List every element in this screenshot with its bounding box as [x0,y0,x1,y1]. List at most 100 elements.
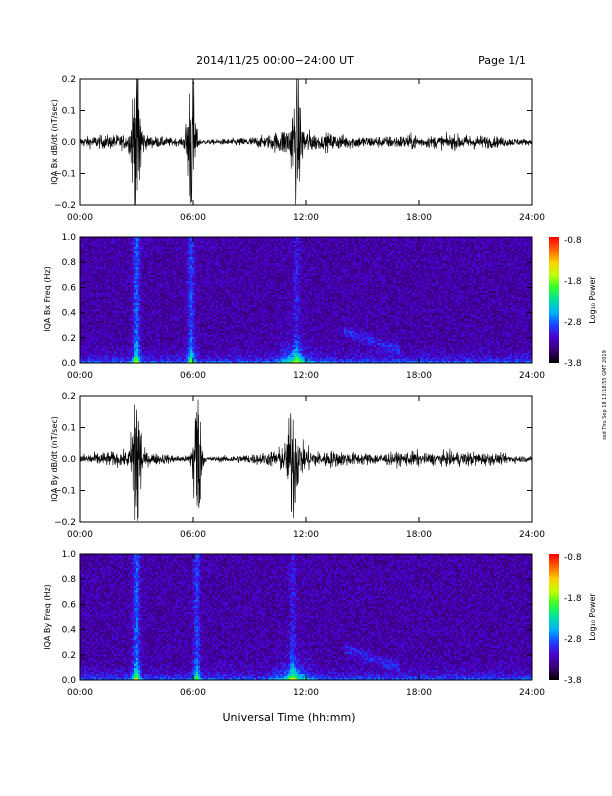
spectrogram-cell [104,309,106,311]
spectrogram-cell [168,307,170,309]
spectrogram-cell [188,335,190,337]
spectrogram-cell [166,251,168,253]
spectrogram-cell [108,357,110,359]
spectrogram-cell [184,329,186,331]
spectrogram-cell [86,357,88,359]
spectrogram-cell [194,329,196,331]
spectrogram-cell [156,347,158,349]
spectrogram-cell [116,331,118,333]
spectrogram-cell [94,353,96,355]
spectrogram-cell [188,323,190,325]
spectrogram-cell [164,329,166,331]
spectrogram-cell [104,317,106,319]
spectrogram-cell [132,353,134,355]
spectrogram-cell [100,311,102,313]
spectrogram-cell [154,267,156,269]
spectrogram-cell [88,307,90,309]
spectrogram-cell [138,265,140,267]
spectrogram-cell [180,269,182,271]
spectrogram-cell [156,253,158,255]
spectrogram-cell [172,243,174,245]
spectrogram-cell [88,329,90,331]
spectrogram-cell [196,317,198,319]
spectrogram-cell [120,357,122,359]
spectrogram-cell [134,335,136,337]
spectrogram-cell [96,241,98,243]
spectrogram-cell [168,259,170,261]
spectrogram-cell [162,241,164,243]
spectrogram-cell [184,343,186,345]
spectrogram-cell [188,293,190,295]
spectrogram-cell [86,267,88,269]
spectrogram-cell [140,319,142,321]
spectrogram-cell [134,351,136,353]
spectrogram-cell [118,329,120,331]
spectrogram-cell [204,287,206,289]
spectrogram-cell [130,335,132,337]
spectrogram-cell [138,259,140,261]
spectrogram-cell [120,273,122,275]
spectrogram-cell [184,243,186,245]
spectrogram-cell [84,349,86,351]
spectrogram-cell [152,289,154,291]
spectrogram-cell [182,343,184,345]
spectrogram-cell [128,267,130,269]
spectrogram-cell [88,359,90,361]
spectrogram-cell [102,245,104,247]
spectrogram-cell [150,325,152,327]
spectrogram-cell [104,325,106,327]
spectrogram-cell [144,333,146,335]
spectrogram-cell [154,315,156,317]
spectrogram-cell [96,253,98,255]
spectrogram-cell [134,285,136,287]
spectrogram-cell [142,325,144,327]
spectrogram-cell [178,261,180,263]
spectrogram-cell [168,289,170,291]
spectrogram-cell [144,321,146,323]
spectrogram-cell [128,245,130,247]
spectrogram-cell [166,337,168,339]
spectrogram-cell [102,313,104,315]
spectrogram-cell [174,245,176,247]
spectrogram-cell [82,333,84,335]
spectrogram-cell [96,311,98,313]
spectrogram-cell [94,325,96,327]
spectrogram-cell [132,267,134,269]
spectrogram-cell [104,285,106,287]
spectrogram-cell [192,269,194,271]
spectrogram-cell [86,275,88,277]
spectrogram-cell [98,303,100,305]
spectrogram-cell [176,291,178,293]
spectrogram-cell [188,329,190,331]
spectrogram-cell [102,337,104,339]
spectrogram-cell [142,251,144,253]
spectrogram-cell [178,253,180,255]
spectrogram-cell [114,263,116,265]
spectrogram-cell [186,359,188,361]
spectrogram-cell [180,303,182,305]
spectrogram-cell [94,249,96,251]
spectrogram-cell [92,299,94,301]
spectrogram-cell [126,275,128,277]
spectrogram-cell [152,341,154,343]
spectrogram-cell [98,247,100,249]
spectrogram-cell [190,333,192,335]
spectrogram-cell [182,269,184,271]
spectrogram-cell [116,327,118,329]
spectrogram-cell [102,289,104,291]
spectrogram-cell [170,251,172,253]
spectrogram-cell [116,313,118,315]
spectrogram-cell [136,261,138,263]
spectrogram-cell [120,255,122,257]
spectrogram-cell [140,243,142,245]
spectrogram-cell [164,357,166,359]
spectrogram-cell [176,303,178,305]
spectrogram-cell [194,269,196,271]
spectrogram-cell [124,251,126,253]
spectrogram-cell [126,257,128,259]
spectrogram-cell [86,271,88,273]
spectrogram-cell [138,311,140,313]
spectrogram-cell [150,327,152,329]
spectrogram-cell [134,299,136,301]
spectrogram-cell [166,353,168,355]
